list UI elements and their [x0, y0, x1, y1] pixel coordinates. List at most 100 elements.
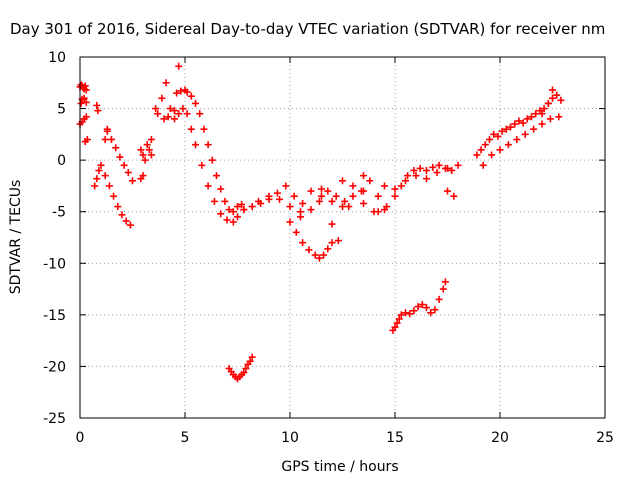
- data-point: [229, 208, 237, 216]
- data-point: [504, 141, 512, 149]
- data-point: [248, 203, 256, 211]
- data-point: [397, 311, 405, 319]
- x-tick-label: 0: [76, 430, 85, 446]
- data-point: [479, 161, 487, 169]
- data-point: [441, 278, 449, 286]
- data-point: [77, 99, 85, 107]
- data-point: [427, 309, 435, 317]
- data-point: [196, 110, 204, 118]
- data-point: [444, 187, 451, 195]
- data-point: [217, 185, 225, 193]
- data-point: [129, 177, 136, 185]
- data-point: [366, 177, 374, 185]
- data-point: [299, 199, 307, 207]
- data-point: [412, 172, 420, 180]
- data-point: [171, 115, 178, 123]
- data-point: [435, 295, 443, 303]
- data-point: [143, 141, 151, 149]
- data-point: [402, 177, 409, 185]
- data-point: [423, 166, 430, 174]
- data-point: [234, 203, 241, 211]
- data-point: [305, 246, 313, 254]
- data-point: [360, 172, 367, 180]
- data-point: [223, 216, 231, 224]
- data-point: [393, 319, 401, 327]
- data-point: [488, 151, 496, 159]
- data-point: [444, 164, 451, 172]
- data-point: [521, 130, 529, 138]
- data-point: [528, 113, 535, 121]
- data-point: [116, 153, 124, 161]
- data-point: [101, 136, 109, 144]
- data-point: [187, 125, 195, 133]
- data-point: [339, 177, 346, 185]
- data-point: [290, 192, 298, 200]
- data-point: [292, 228, 300, 236]
- data-point: [381, 206, 388, 214]
- data-point: [345, 203, 353, 211]
- x-tick-label: 10: [281, 430, 299, 446]
- data-point: [103, 125, 111, 133]
- data-point: [523, 115, 531, 123]
- data-point: [381, 182, 388, 190]
- data-point: [110, 192, 118, 200]
- data-point: [200, 125, 208, 133]
- data-point: [433, 169, 441, 177]
- data-point: [555, 113, 563, 121]
- data-point: [557, 96, 565, 104]
- data-point: [320, 251, 328, 259]
- data-point: [490, 130, 498, 138]
- data-point: [297, 213, 304, 221]
- data-point: [538, 110, 546, 118]
- data-point: [286, 218, 294, 226]
- data-point: [210, 197, 218, 205]
- data-point: [173, 89, 181, 97]
- data-point: [519, 119, 527, 127]
- data-point: [162, 79, 170, 87]
- data-point: [334, 237, 342, 245]
- data-point: [93, 175, 101, 183]
- data-point: [391, 323, 399, 331]
- data-point: [208, 156, 216, 164]
- data-point: [311, 251, 319, 259]
- data-point: [423, 304, 430, 312]
- data-point: [502, 125, 510, 133]
- data-point: [431, 306, 439, 314]
- data-point: [515, 117, 523, 125]
- data-point: [248, 353, 256, 361]
- data-point: [395, 315, 403, 323]
- data-point: [166, 105, 174, 113]
- data-point: [318, 192, 325, 200]
- data-point: [332, 192, 340, 200]
- data-point: [81, 82, 89, 90]
- data-point: [307, 187, 315, 195]
- data-point: [192, 99, 199, 107]
- data-point: [538, 120, 546, 128]
- data-point: [360, 187, 367, 195]
- data-point: [404, 172, 412, 180]
- data-marks: [76, 62, 565, 383]
- data-point: [122, 217, 130, 225]
- data-point: [171, 107, 178, 115]
- data-point: [265, 192, 273, 200]
- data-point: [137, 146, 145, 154]
- data-point: [328, 197, 336, 205]
- axis-ticks: 0 5 10 15 20 25 -25 -20 -15 -10 -5 0 5 10: [43, 50, 614, 446]
- data-point: [328, 239, 336, 247]
- data-point: [80, 94, 88, 102]
- data-point: [229, 218, 237, 226]
- data-point: [183, 88, 191, 96]
- data-point: [511, 120, 519, 128]
- data-point: [423, 175, 430, 183]
- data-point: [416, 164, 424, 172]
- data-point: [339, 203, 346, 211]
- data-point: [496, 146, 504, 154]
- y-tick-label: 5: [57, 102, 66, 118]
- data-point: [101, 172, 109, 180]
- data-point: [198, 161, 206, 169]
- y-tick-label: -15: [43, 308, 66, 324]
- data-point: [553, 91, 561, 99]
- data-point: [177, 87, 185, 95]
- data-point: [160, 115, 168, 123]
- data-point: [481, 141, 489, 149]
